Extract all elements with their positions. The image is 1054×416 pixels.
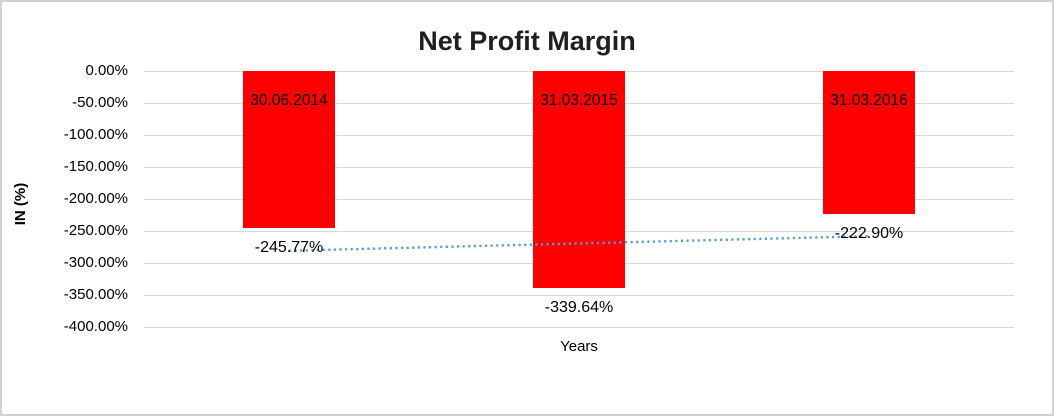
category-label: 31.03.2016 xyxy=(830,92,908,109)
data-label: -222.90% xyxy=(834,224,904,242)
category-label: 31.03.2015 xyxy=(540,92,618,109)
y-axis-tick-label: 0.00% xyxy=(85,62,128,79)
gridline xyxy=(144,326,1014,328)
y-axis-tick-label: -350.00% xyxy=(63,286,128,303)
data-label: -339.64% xyxy=(544,299,614,317)
x-axis-title: Years xyxy=(560,338,598,355)
bar-31.03.2015[interactable] xyxy=(533,71,625,289)
y-axis-tick-label: -100.00% xyxy=(63,126,128,143)
chart-title: Net Profit Margin xyxy=(418,26,636,56)
bar-31.03.2016[interactable] xyxy=(823,71,915,214)
y-axis-tick-label: -400.00% xyxy=(63,318,128,335)
bar-30.06.2014[interactable] xyxy=(243,71,335,229)
gridline xyxy=(144,294,1014,296)
y-axis-tick-label: -300.00% xyxy=(63,254,128,271)
data-label: -245.77% xyxy=(254,239,324,257)
category-label: 30.06.2014 xyxy=(250,92,328,109)
y-axis-tick-label: -250.00% xyxy=(63,222,128,239)
y-axis-tick-label: -50.00% xyxy=(72,94,128,111)
y-axis-tick-label: -150.00% xyxy=(63,158,128,175)
y-axis-tick-label: -200.00% xyxy=(63,190,128,207)
